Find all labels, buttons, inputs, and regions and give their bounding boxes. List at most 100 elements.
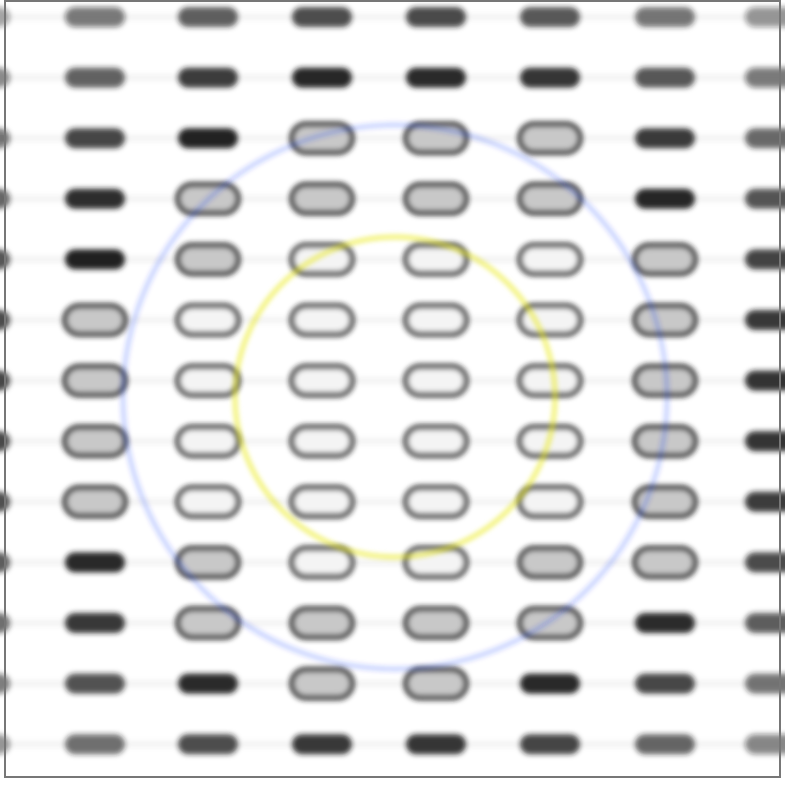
cell-filled bbox=[65, 734, 125, 755]
cell-outline bbox=[289, 485, 355, 519]
cell-outline bbox=[289, 667, 355, 701]
cell-outline bbox=[289, 364, 355, 398]
cell-filled bbox=[745, 67, 785, 88]
cell-outline bbox=[175, 606, 241, 640]
cell-outline bbox=[517, 303, 583, 337]
cell-filled bbox=[178, 7, 238, 27]
outer-ring bbox=[121, 123, 669, 671]
band bbox=[0, 620, 785, 626]
cell-filled bbox=[635, 673, 695, 694]
cell-filled bbox=[635, 67, 695, 88]
cell-filled bbox=[745, 431, 785, 452]
frame bbox=[4, 0, 781, 778]
cell-filled bbox=[178, 128, 238, 149]
cell-outline bbox=[632, 545, 698, 579]
cell-outline bbox=[403, 485, 469, 519]
cell-filled bbox=[178, 67, 238, 88]
cell-filled bbox=[745, 673, 785, 694]
cell-filled bbox=[745, 613, 785, 633]
band bbox=[0, 559, 785, 566]
cell-filled bbox=[406, 7, 466, 27]
cell-filled bbox=[745, 128, 785, 149]
cell-outline bbox=[289, 303, 355, 337]
cell-filled bbox=[406, 67, 466, 88]
cell-filled bbox=[65, 249, 125, 270]
cell-outline bbox=[62, 303, 128, 337]
cell-filled bbox=[745, 188, 785, 209]
cell-filled bbox=[65, 67, 125, 88]
cell-filled bbox=[745, 734, 785, 755]
cell-outline bbox=[403, 667, 469, 701]
cell-filled bbox=[65, 613, 125, 633]
cell-outline bbox=[289, 242, 355, 276]
cell-outline bbox=[517, 364, 583, 398]
cell-outline bbox=[289, 121, 355, 155]
band bbox=[0, 74, 785, 81]
cell-outline bbox=[632, 485, 698, 519]
cell-filled bbox=[65, 673, 125, 694]
band bbox=[0, 680, 785, 687]
band bbox=[0, 256, 785, 263]
cell-filled bbox=[292, 734, 352, 755]
cell-filled bbox=[745, 310, 785, 330]
cell-outline bbox=[403, 424, 469, 458]
cell-filled bbox=[745, 370, 785, 391]
cell-outline bbox=[289, 545, 355, 579]
cell-outline bbox=[62, 364, 128, 398]
cell-outline bbox=[62, 485, 128, 519]
cell-outline bbox=[517, 242, 583, 276]
cell-filled bbox=[65, 7, 125, 27]
cell-outline bbox=[403, 606, 469, 640]
cell-filled bbox=[520, 673, 580, 694]
band bbox=[0, 498, 785, 505]
cell-filled bbox=[635, 7, 695, 27]
cell-filled bbox=[745, 491, 785, 512]
band bbox=[0, 377, 785, 384]
band bbox=[0, 438, 785, 445]
cell-filled bbox=[635, 188, 695, 209]
band bbox=[0, 14, 785, 20]
cell-filled bbox=[520, 734, 580, 755]
band bbox=[0, 195, 785, 202]
cell-outline bbox=[403, 182, 469, 216]
cell-outline bbox=[632, 303, 698, 337]
cell-outline bbox=[175, 485, 241, 519]
cell-filled bbox=[292, 7, 352, 27]
cell-outline bbox=[175, 303, 241, 337]
cell-outline bbox=[62, 424, 128, 458]
cell-filled bbox=[745, 7, 785, 27]
cell-filled bbox=[178, 734, 238, 755]
cell-filled bbox=[635, 734, 695, 755]
cell-filled bbox=[292, 67, 352, 88]
cell-filled bbox=[520, 67, 580, 88]
inner-ring bbox=[233, 235, 557, 559]
cell-outline bbox=[289, 606, 355, 640]
cell-outline bbox=[403, 242, 469, 276]
cell-outline bbox=[289, 424, 355, 458]
band bbox=[0, 135, 785, 142]
cell-outline bbox=[403, 303, 469, 337]
cell-filled bbox=[65, 128, 125, 149]
cell-filled bbox=[406, 734, 466, 755]
cell-filled bbox=[65, 188, 125, 209]
cell-outline bbox=[175, 424, 241, 458]
cell-outline bbox=[517, 485, 583, 519]
cell-outline bbox=[289, 182, 355, 216]
cell-grid bbox=[0, 7, 785, 755]
cell-outline bbox=[403, 364, 469, 398]
cell-outline bbox=[175, 364, 241, 398]
cell-filled bbox=[635, 613, 695, 633]
cell-outline bbox=[517, 545, 583, 579]
cell-filled bbox=[745, 249, 785, 270]
cell-filled bbox=[635, 128, 695, 149]
band bbox=[0, 741, 785, 748]
cell-outline bbox=[517, 121, 583, 155]
cell-filled bbox=[745, 552, 785, 573]
cell-filled bbox=[520, 7, 580, 27]
band bbox=[0, 317, 785, 323]
cell-outline bbox=[175, 242, 241, 276]
cell-outline bbox=[632, 242, 698, 276]
cell-filled bbox=[65, 552, 125, 573]
